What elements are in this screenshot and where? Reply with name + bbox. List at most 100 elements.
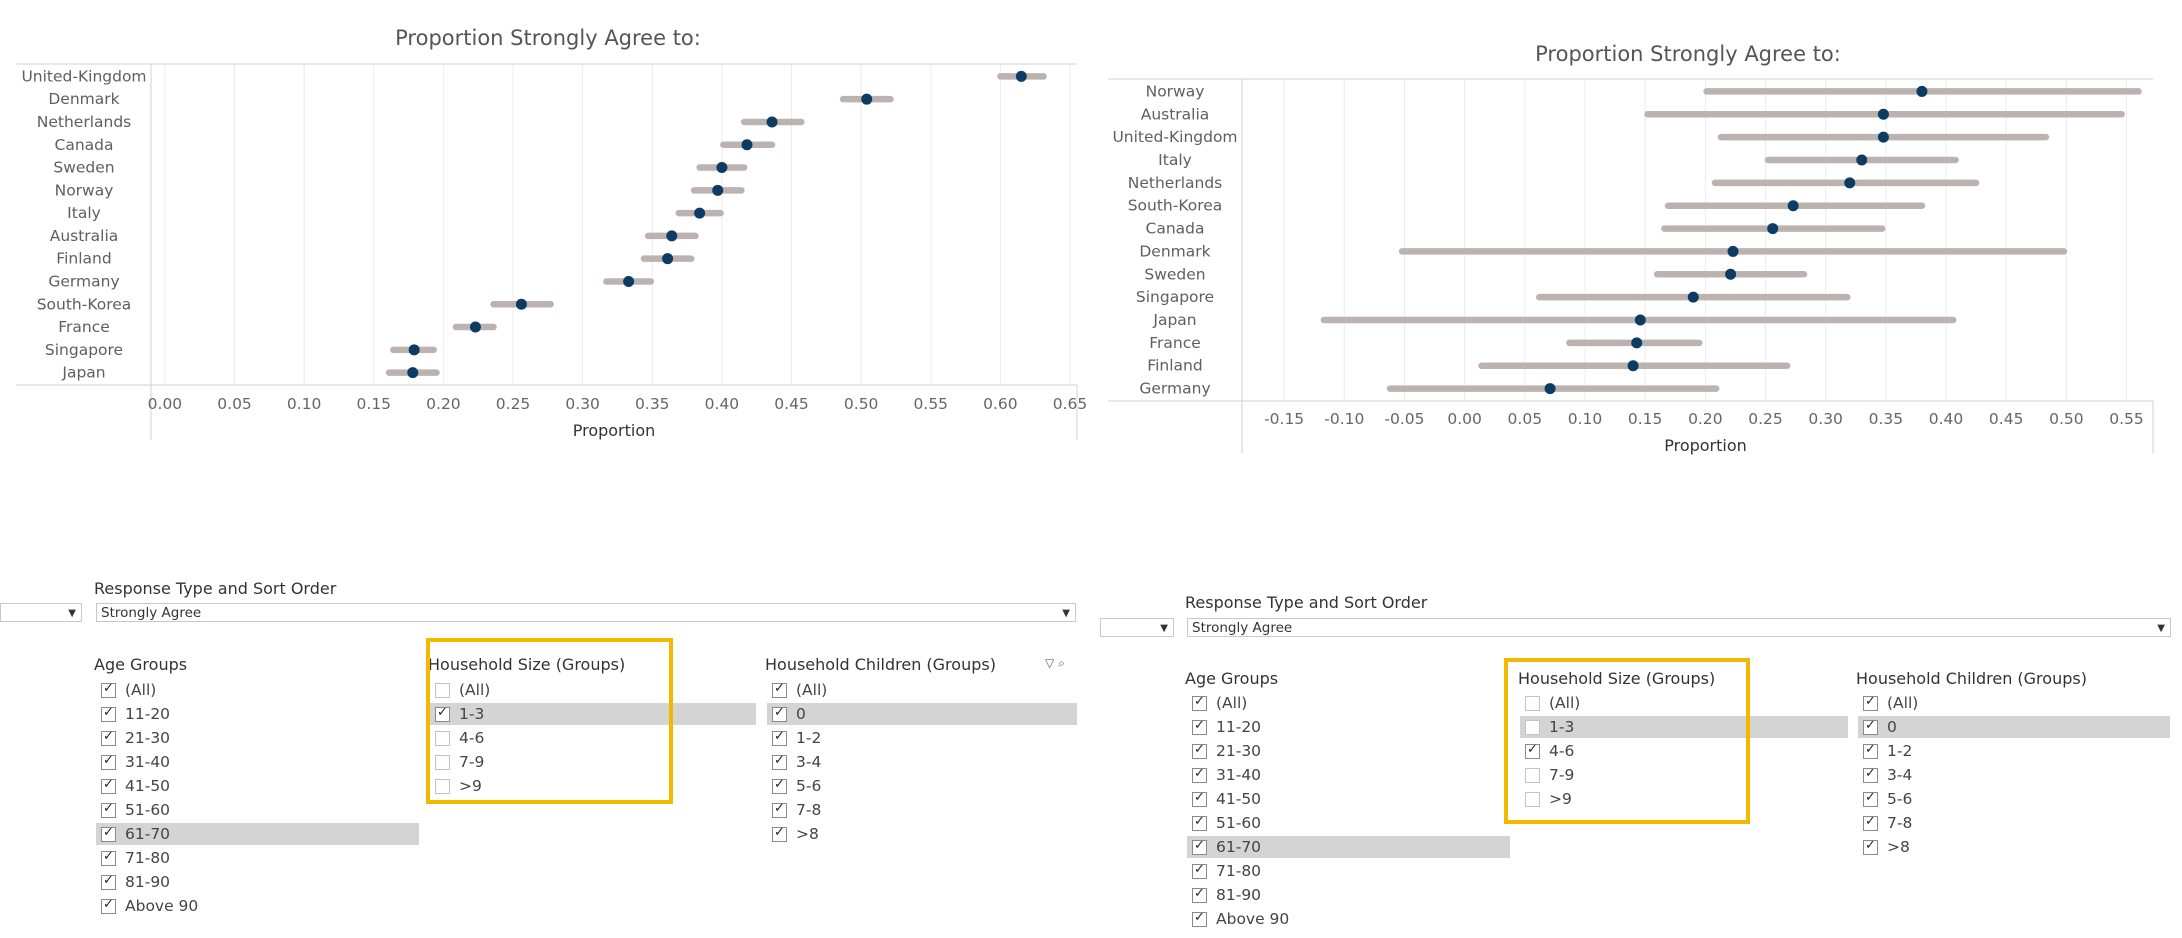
- checkbox-icon[interactable]: [772, 705, 787, 722]
- checkbox-item[interactable]: >9: [1520, 788, 1848, 810]
- checkbox-icon[interactable]: [1192, 838, 1207, 855]
- checkbox-item[interactable]: 61-70: [96, 823, 419, 845]
- checkbox-icon[interactable]: [1192, 742, 1207, 759]
- filter-icon[interactable]: ▽: [1045, 656, 1055, 670]
- checkbox-icon[interactable]: [1192, 694, 1207, 711]
- checkbox-item[interactable]: 21-30: [1187, 740, 1510, 762]
- data-point: [407, 367, 419, 379]
- checkbox-icon[interactable]: [1192, 862, 1207, 879]
- checkbox-label: 31-40: [125, 753, 171, 771]
- checkbox-item[interactable]: 0: [1858, 716, 2170, 738]
- checkbox-item[interactable]: (All): [96, 679, 419, 701]
- checkbox-icon[interactable]: [101, 753, 116, 770]
- checkbox-icon[interactable]: [101, 705, 116, 722]
- checkbox-icon[interactable]: [101, 681, 116, 698]
- checkbox-item[interactable]: >8: [1858, 836, 2170, 858]
- checkbox-item[interactable]: 71-80: [96, 847, 419, 869]
- checkbox-icon[interactable]: [101, 897, 116, 914]
- checkbox-icon[interactable]: [1863, 838, 1878, 855]
- checkbox-icon[interactable]: [435, 705, 450, 722]
- checkbox-item[interactable]: 5-6: [767, 775, 1077, 797]
- checkbox-item[interactable]: 4-6: [430, 727, 756, 749]
- checkbox-item[interactable]: 81-90: [1187, 884, 1510, 906]
- checkbox-item[interactable]: 31-40: [96, 751, 419, 773]
- checkbox-item[interactable]: 81-90: [96, 871, 419, 893]
- checkbox-item[interactable]: (All): [1858, 692, 2170, 714]
- checkbox-icon[interactable]: [101, 825, 116, 842]
- checkbox-item[interactable]: 51-60: [96, 799, 419, 821]
- checkbox-icon[interactable]: [101, 801, 116, 818]
- checkbox-item[interactable]: 7-9: [430, 751, 756, 773]
- checkbox-icon[interactable]: [435, 682, 450, 698]
- search-icon[interactable]: ⌕: [1058, 656, 1065, 670]
- filter-dropdown-stub[interactable]: ▼: [1100, 618, 1174, 637]
- checkbox-icon[interactable]: [1863, 814, 1878, 831]
- checkbox-icon[interactable]: [772, 753, 787, 770]
- checkbox-icon[interactable]: [1525, 791, 1540, 807]
- checkbox-item[interactable]: 31-40: [1187, 764, 1510, 786]
- checkbox-icon[interactable]: [1863, 742, 1878, 759]
- checkbox-item[interactable]: Above 90: [96, 895, 419, 917]
- checkbox-icon[interactable]: [435, 754, 450, 770]
- checkbox-item[interactable]: 11-20: [96, 703, 419, 725]
- checkbox-icon[interactable]: [1525, 767, 1540, 783]
- checkbox-item[interactable]: 51-60: [1187, 812, 1510, 834]
- checkbox-item[interactable]: >8: [767, 823, 1077, 845]
- checkbox-item[interactable]: 41-50: [1187, 788, 1510, 810]
- checkbox-icon[interactable]: [772, 801, 787, 818]
- checkbox-icon[interactable]: [772, 777, 787, 794]
- checkbox-item[interactable]: Above 90: [1187, 908, 1510, 930]
- checkbox-item[interactable]: 3-4: [767, 751, 1077, 773]
- checkbox-item[interactable]: 7-8: [1858, 812, 2170, 834]
- checkbox-item[interactable]: 61-70: [1187, 836, 1510, 858]
- checkbox-item[interactable]: 1-2: [1858, 740, 2170, 762]
- checkbox-icon[interactable]: [101, 729, 116, 746]
- checkbox-item[interactable]: (All): [1187, 692, 1510, 714]
- checkbox-icon[interactable]: [101, 873, 116, 890]
- checkbox-item[interactable]: >9: [430, 775, 756, 797]
- checkbox-icon[interactable]: [1525, 742, 1540, 759]
- checkbox-icon[interactable]: [1863, 766, 1878, 783]
- checkbox-icon[interactable]: [435, 778, 450, 794]
- checkbox-item[interactable]: 3-4: [1858, 764, 2170, 786]
- checkbox-icon[interactable]: [1192, 910, 1207, 927]
- checkbox-item[interactable]: 7-8: [767, 799, 1077, 821]
- checkbox-icon[interactable]: [1192, 814, 1207, 831]
- checkbox-icon[interactable]: [1192, 886, 1207, 903]
- checkbox-item[interactable]: 41-50: [96, 775, 419, 797]
- checkbox-icon[interactable]: [772, 681, 787, 698]
- checkbox-item[interactable]: 7-9: [1520, 764, 1848, 786]
- checkbox-icon[interactable]: [1192, 790, 1207, 807]
- checkbox-icon[interactable]: [1525, 695, 1540, 711]
- checkbox-icon[interactable]: [101, 849, 116, 866]
- checkbox-icon[interactable]: [101, 777, 116, 794]
- checkbox-icon[interactable]: [772, 825, 787, 842]
- data-point: [1634, 314, 1646, 326]
- checkbox-item[interactable]: 21-30: [96, 727, 419, 749]
- checkbox-item[interactable]: 1-3: [430, 703, 756, 725]
- dropdown-arrow-icon: ▼: [68, 608, 76, 619]
- checkbox-item[interactable]: 11-20: [1187, 716, 1510, 738]
- checkbox-item[interactable]: 4-6: [1520, 740, 1848, 762]
- checkbox-icon[interactable]: [1863, 790, 1878, 807]
- category-label: Sweden: [53, 159, 114, 177]
- checkbox-item[interactable]: 0: [767, 703, 1077, 725]
- sort-order-dropdown[interactable]: Strongly Agree ▼: [96, 603, 1076, 622]
- checkbox-icon[interactable]: [1863, 718, 1878, 735]
- checkbox-item[interactable]: 1-2: [767, 727, 1077, 749]
- checkbox-item[interactable]: (All): [430, 679, 756, 701]
- checkbox-icon[interactable]: [1192, 766, 1207, 783]
- checkbox-icon[interactable]: [1192, 718, 1207, 735]
- filter-dropdown-stub[interactable]: ▼: [0, 603, 82, 622]
- checkbox-item[interactable]: (All): [1520, 692, 1848, 714]
- checkbox-item[interactable]: (All): [767, 679, 1077, 701]
- checkbox-item[interactable]: 5-6: [1858, 788, 2170, 810]
- checkbox-icon[interactable]: [1863, 694, 1878, 711]
- checkbox-item[interactable]: 71-80: [1187, 860, 1510, 882]
- sort-order-dropdown[interactable]: Strongly Agree ▼: [1187, 618, 2171, 637]
- checkbox-item[interactable]: 1-3: [1520, 716, 1848, 738]
- data-point: [666, 230, 678, 242]
- checkbox-icon[interactable]: [1525, 719, 1540, 735]
- checkbox-icon[interactable]: [435, 730, 450, 746]
- checkbox-icon[interactable]: [772, 729, 787, 746]
